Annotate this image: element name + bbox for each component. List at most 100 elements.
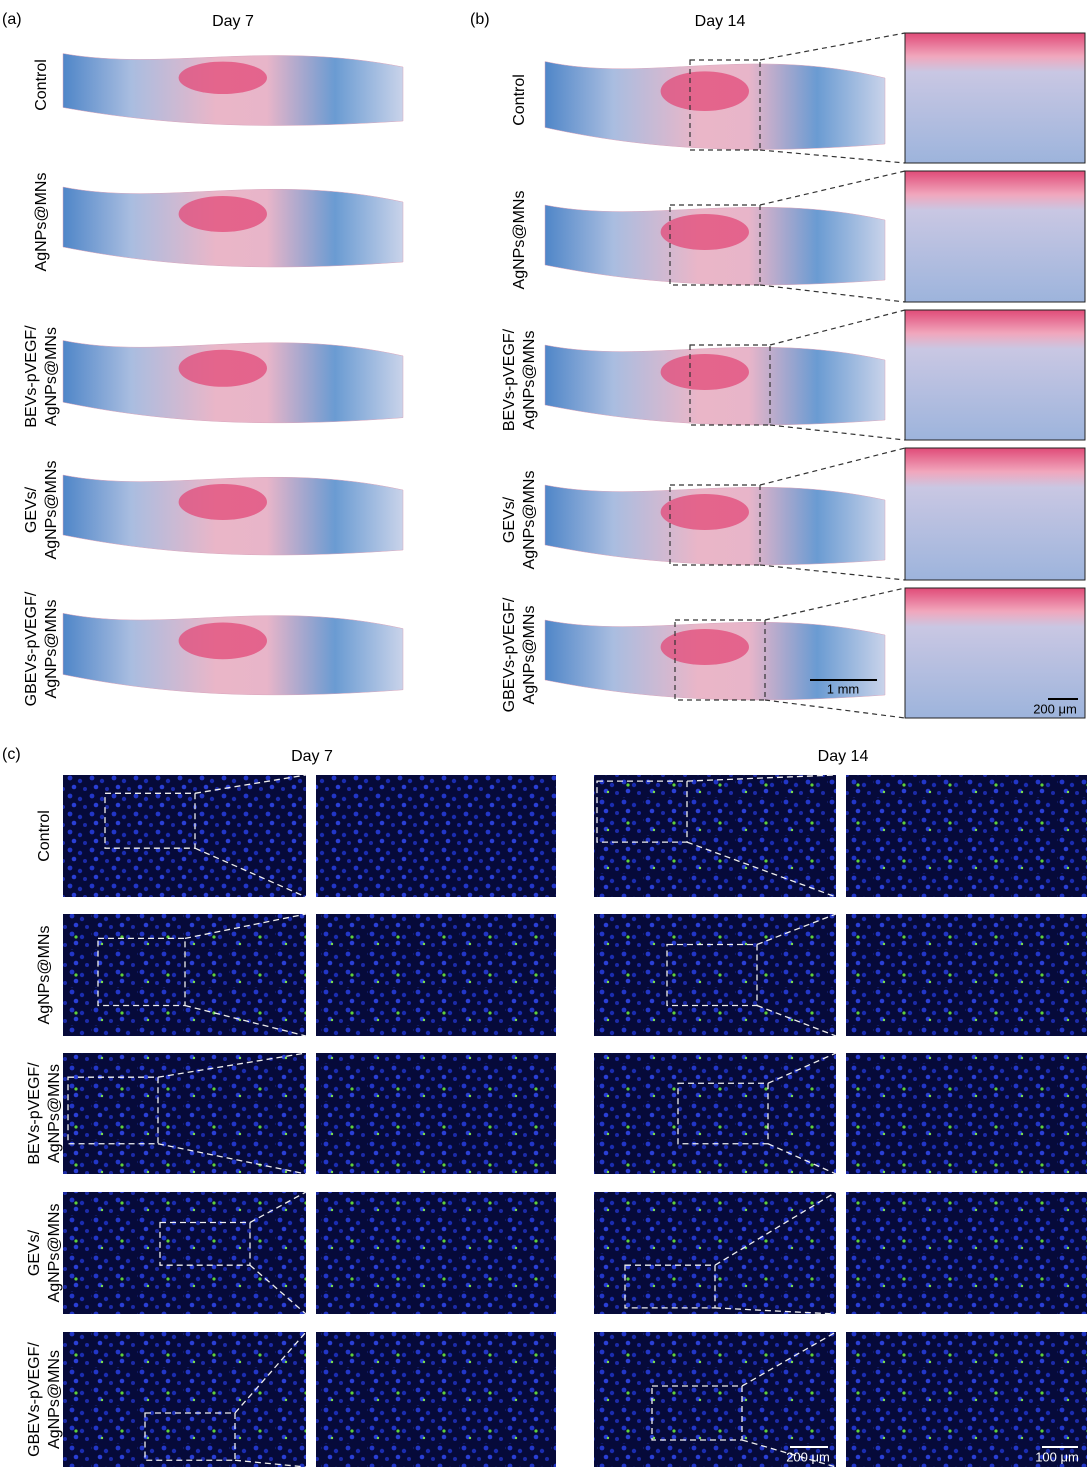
zoom-line	[741, 1439, 837, 1467]
row-label: Control	[33, 59, 50, 111]
row-label: GBEVs-pVEGF/AgNPs@MNs	[23, 591, 60, 706]
zoom-line	[769, 309, 906, 346]
fluorescence-image	[846, 1192, 1087, 1314]
zoom-box	[651, 1385, 743, 1441]
zoom-line	[767, 1052, 837, 1084]
row-label-line: GEVs/	[26, 1229, 43, 1276]
zoom-line	[714, 1191, 837, 1266]
fluorescence-image	[846, 1053, 1087, 1174]
scale-bar-label: 100 μm	[1035, 1449, 1079, 1464]
fluorescence-image	[63, 1192, 306, 1314]
fluorescence-image	[63, 775, 306, 897]
row-label-line: Control	[33, 59, 50, 111]
zoom-box	[666, 943, 758, 1007]
inset-image	[904, 170, 1086, 303]
row-label: Control	[36, 810, 53, 862]
zoom-line	[756, 1004, 837, 1037]
zoom-line	[759, 564, 906, 581]
zoom-line	[194, 774, 307, 794]
scab	[178, 622, 267, 660]
row-label-line: AgNPs@MNs	[521, 606, 538, 705]
zoom-line	[767, 1143, 837, 1175]
fluorescence-image	[846, 775, 1087, 897]
row-label-line: AgNPs@MNs	[521, 471, 538, 570]
zoom-box	[689, 344, 771, 426]
fluorescence-image	[594, 775, 836, 897]
row-label-line: BEVs-pVEGF/	[26, 1062, 43, 1165]
fluorescence-image	[846, 914, 1087, 1036]
zoom-box	[104, 792, 196, 849]
fluorescence-image	[316, 1332, 556, 1467]
zoom-box	[674, 619, 766, 701]
scab	[178, 484, 267, 520]
zoom-line	[764, 587, 906, 621]
scale-bar-label: 200 μm	[1033, 701, 1077, 716]
row-label: AgNPs@MNs	[33, 173, 50, 272]
zoom-line	[234, 1459, 307, 1467]
row-label-line: AgNPs@MNs	[36, 926, 53, 1025]
row-label: Control	[511, 74, 528, 126]
zoom-line	[759, 149, 906, 164]
row-label-line: BEVs-pVEGF/	[501, 328, 518, 431]
row-label: AgNPs@MNs	[36, 926, 53, 1025]
row-label-line: GBEVs-pVEGF/	[501, 597, 518, 712]
row-label: AgNPs@MNs	[511, 191, 528, 290]
zoom-line	[184, 913, 307, 940]
scab	[178, 349, 267, 387]
scale-bar-label: 1 mm	[827, 681, 860, 696]
row-label-line: AgNPs@MNs	[33, 173, 50, 272]
row-label: GBEVs-pVEGF/AgNPs@MNs	[26, 1342, 63, 1457]
scab	[660, 71, 749, 111]
zoom-line	[759, 284, 906, 303]
row-label: GEVs/AgNPs@MNs	[23, 461, 60, 560]
inset-image	[904, 447, 1086, 581]
zoom-line	[686, 774, 837, 782]
zoom-line	[759, 447, 906, 486]
panel-label: (c)	[2, 746, 21, 763]
fluorescence-image	[316, 914, 556, 1036]
zoom-line	[769, 424, 906, 441]
zoom-line	[741, 1331, 837, 1387]
row-label-line: AgNPs@MNs	[46, 1064, 63, 1163]
row-label: GBEVs-pVEGF/AgNPs@MNs	[501, 597, 538, 712]
fluorescence-image	[63, 1332, 306, 1467]
zoom-line	[249, 1264, 307, 1315]
row-label-line: GEVs/	[23, 486, 40, 533]
scab	[660, 214, 749, 250]
inset-image	[904, 32, 1086, 164]
zoom-line	[157, 1052, 307, 1078]
zoom-box	[669, 484, 761, 566]
row-label: GEVs/AgNPs@MNs	[501, 471, 538, 570]
zoom-box	[624, 1264, 716, 1309]
zoom-box	[669, 204, 761, 286]
row-label-line: GEVs/	[501, 496, 518, 543]
zoom-line	[714, 1307, 837, 1315]
zoom-box	[97, 937, 186, 1007]
zoom-line	[759, 32, 906, 61]
scab	[178, 61, 267, 94]
row-label-line: AgNPs@MNs	[43, 461, 60, 560]
zoom-line	[756, 913, 837, 946]
panel-title: Day 7	[291, 748, 333, 765]
zoom-box	[596, 780, 688, 843]
row-label-line: BEVs-pVEGF/	[23, 325, 40, 428]
row-label-line: AgNPs@MNs	[521, 331, 538, 430]
zoom-line	[184, 1004, 307, 1037]
row-label-line: Control	[36, 810, 53, 862]
fluorescence-image	[316, 775, 556, 897]
fluorescence-image	[594, 1192, 836, 1314]
fluorescence-image	[316, 1192, 556, 1314]
inset-image	[904, 309, 1086, 441]
row-label: BEVs-pVEGF/AgNPs@MNs	[23, 325, 60, 428]
panel-title: Day 7	[212, 13, 254, 30]
zoom-line	[194, 847, 307, 898]
row-label: GEVs/AgNPs@MNs	[26, 1204, 63, 1303]
zoom-line	[157, 1143, 307, 1175]
scab	[178, 196, 267, 232]
row-label-line: AgNPs@MNs	[46, 1204, 63, 1303]
panel-label: (b)	[470, 11, 490, 28]
zoom-box	[689, 59, 761, 151]
fluorescence-image	[594, 1053, 836, 1174]
row-label-line: GBEVs-pVEGF/	[26, 1342, 43, 1457]
